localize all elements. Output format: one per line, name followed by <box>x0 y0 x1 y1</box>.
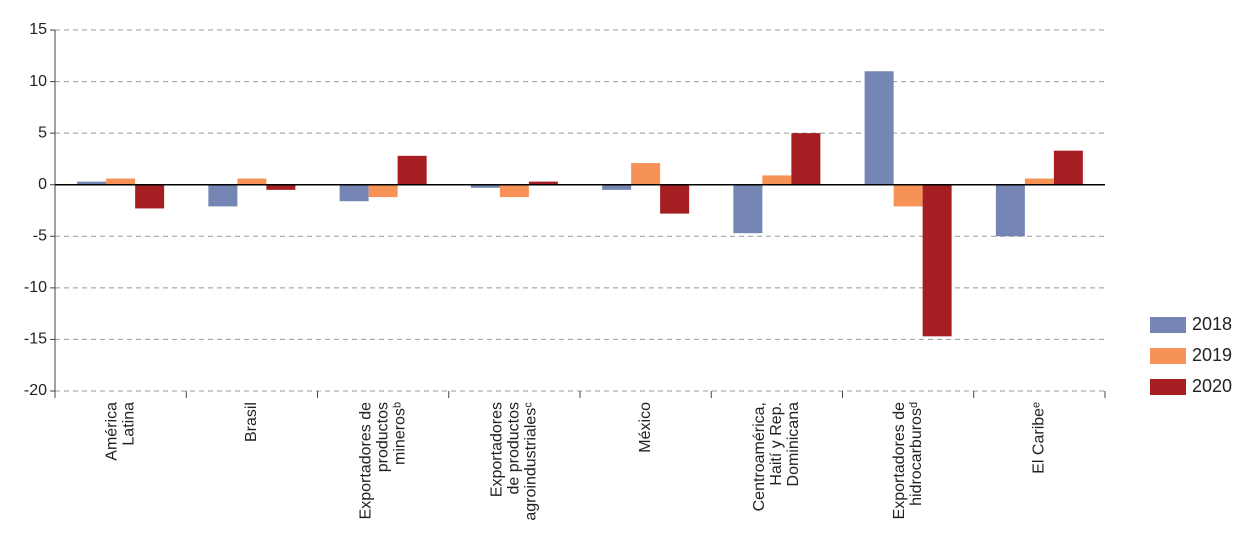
legend-label: 2018 <box>1192 314 1232 334</box>
legend-swatch <box>1150 317 1186 333</box>
x-tick-label: minerosᵇ <box>391 402 408 465</box>
y-tick-label: -15 <box>24 331 47 348</box>
bar <box>791 133 821 185</box>
bar <box>237 178 267 185</box>
bar <box>602 184 632 190</box>
x-tick-label: El Caribeᵉ <box>1031 402 1048 474</box>
x-tick-label: Centroamérica, <box>751 402 768 511</box>
x-tick-label: Exportadores <box>489 402 506 497</box>
bar <box>397 155 427 185</box>
bar <box>368 184 398 198</box>
x-tick-label: México <box>637 402 654 453</box>
bar <box>1053 150 1083 185</box>
bar <box>339 184 369 202</box>
legend-label: 2019 <box>1192 345 1232 365</box>
legend-label: 2020 <box>1192 376 1232 396</box>
bar <box>733 184 763 234</box>
bar <box>77 181 107 185</box>
y-tick-label: 0 <box>38 176 47 193</box>
legend-swatch <box>1150 348 1186 364</box>
bar <box>470 184 500 188</box>
bar <box>893 184 923 207</box>
bar <box>1024 178 1054 185</box>
bar <box>499 184 529 198</box>
bar <box>864 71 894 185</box>
x-tick-label: agroindustrialesᶜ <box>523 402 540 521</box>
y-tick-label: -20 <box>24 382 47 399</box>
x-tick-label: Latina <box>120 402 137 446</box>
y-tick-label: 10 <box>29 73 47 90</box>
y-tick-label: 15 <box>29 21 47 38</box>
bar <box>922 184 952 337</box>
x-tick-label: América <box>103 402 120 461</box>
bar <box>266 184 296 190</box>
bar <box>528 181 558 185</box>
x-tick-label: Dominicana <box>785 402 802 487</box>
y-tick-label: 5 <box>38 124 47 141</box>
bar <box>631 163 661 185</box>
x-tick-label: hidrocarburosᵈ <box>908 402 925 506</box>
legend-swatch <box>1150 379 1186 395</box>
x-tick-label: Exportadores de <box>891 402 908 520</box>
bar <box>135 184 165 209</box>
bar <box>106 178 136 185</box>
bar <box>208 184 238 207</box>
x-tick-label: Haití y Rep. <box>768 402 785 486</box>
x-tick-label: productos <box>374 402 391 472</box>
x-tick-label: Exportadores de <box>357 402 374 520</box>
bar <box>762 175 792 185</box>
y-tick-label: -5 <box>33 228 47 245</box>
bar <box>995 184 1025 237</box>
x-tick-label: Brasil <box>243 402 260 442</box>
x-tick-label: de productos <box>506 402 523 495</box>
y-tick-label: -10 <box>24 279 47 296</box>
bar <box>660 184 690 214</box>
